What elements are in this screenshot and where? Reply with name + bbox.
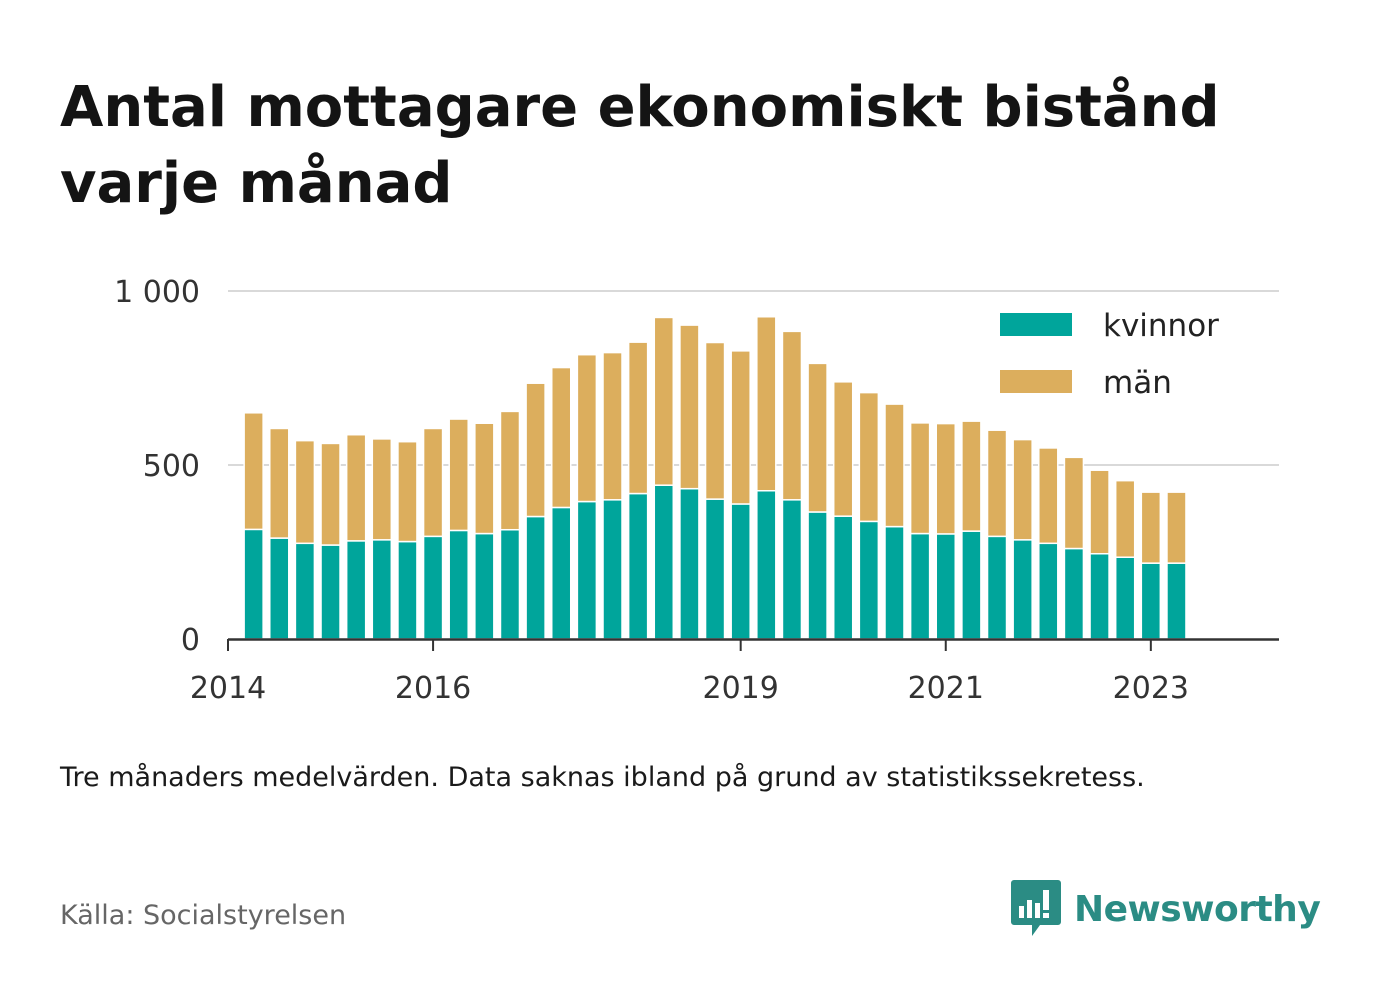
bar-man: [909, 422, 931, 535]
bar-man: [269, 427, 290, 539]
source-credit: Källa: Socialstyrelsen: [60, 900, 347, 931]
bar-kvinnor: [756, 490, 777, 640]
bar-kvinnor: [371, 539, 393, 640]
bar-man: [679, 324, 700, 490]
x-axis-ticks: 2014 2016 2019 2021 2023: [190, 639, 1189, 706]
bar-man: [525, 382, 546, 518]
bar-man: [243, 412, 264, 531]
bar-man: [422, 427, 444, 538]
y-tick-label: 0: [181, 623, 200, 658]
bar-man: [371, 438, 393, 541]
bar-man: [1166, 491, 1187, 564]
bar-kvinnor: [730, 503, 751, 640]
legend-background: [986, 292, 1264, 414]
bar-man: [653, 316, 675, 486]
bar-man: [448, 418, 469, 532]
bar-man: [627, 341, 649, 495]
legend-swatch-man: [1000, 370, 1072, 393]
bar-kvinnor: [704, 498, 726, 640]
bar-kvinnor: [986, 535, 1008, 640]
bar-kvinnor: [909, 532, 931, 640]
bar-man: [730, 350, 751, 505]
bar-man: [576, 353, 598, 503]
legend-label-man: män: [1103, 365, 1172, 401]
bar-man: [1114, 479, 1136, 558]
bar-man: [602, 351, 623, 501]
bar-kvinnor: [1089, 552, 1110, 640]
x-tick-label: 2023: [1113, 671, 1189, 706]
x-tick-label: 2016: [395, 671, 471, 706]
bar-man: [320, 442, 341, 546]
bar-kvinnor: [320, 544, 341, 640]
bar-man: [550, 366, 572, 509]
bar-kvinnor: [781, 499, 803, 640]
bar-kvinnor: [627, 492, 649, 640]
bars: [243, 316, 1187, 640]
bar-man: [1089, 469, 1110, 555]
bar-kvinnor: [1038, 542, 1059, 640]
bar-man: [961, 420, 982, 532]
bar-man: [704, 341, 726, 500]
brand-logo: Newsworthy: [1010, 878, 1321, 940]
bar-kvinnor: [525, 515, 546, 640]
bar-kvinnor: [884, 525, 905, 640]
bar-man: [1012, 438, 1033, 541]
bar-man: [1063, 456, 1085, 550]
bar-kvinnor: [294, 542, 316, 640]
bar-kvinnor: [653, 484, 675, 640]
bar-man: [807, 362, 828, 513]
bar-man: [858, 391, 880, 523]
bar-kvinnor: [602, 499, 623, 640]
bar-man: [345, 433, 367, 542]
bar-kvinnor: [422, 535, 444, 640]
bar-man: [935, 422, 957, 535]
chart-note: Tre månaders medelvärden. Data saknas ib…: [60, 762, 1145, 793]
bar-man: [1038, 447, 1059, 545]
bar-kvinnor: [935, 533, 957, 640]
x-tick-label: 2021: [908, 671, 984, 706]
bar-kvinnor: [832, 515, 854, 640]
chart-title: Antal mottagare ekonomiskt bistånd varje…: [60, 75, 1220, 216]
bar-kvinnor: [499, 528, 521, 640]
brand-name: Newsworthy: [1074, 888, 1321, 930]
bar-man: [474, 422, 495, 535]
bar-kvinnor: [269, 537, 290, 640]
bar-man: [499, 410, 521, 531]
y-tick-label: 1 000: [114, 275, 200, 310]
bar-kvinnor: [807, 511, 828, 640]
bar-man: [781, 330, 803, 501]
bar-kvinnor: [550, 506, 572, 640]
legend: kvinnor män: [986, 292, 1264, 414]
bar-man: [986, 429, 1008, 538]
y-axis-ticks: 0 500 1 000: [114, 275, 200, 658]
bar-man: [884, 403, 905, 528]
bar-kvinnor: [345, 540, 367, 640]
bar-kvinnor: [1140, 562, 1162, 640]
bar-man: [1140, 491, 1162, 564]
bar-kvinnor: [679, 487, 700, 640]
bar-man: [832, 381, 854, 517]
legend-label-kvinnor: kvinnor: [1103, 308, 1219, 344]
bar-kvinnor: [961, 530, 982, 640]
bar-kvinnor: [1063, 547, 1085, 640]
bar-kvinnor: [448, 529, 469, 640]
bar-kvinnor: [243, 528, 264, 640]
bar-kvinnor: [576, 500, 598, 640]
bar-kvinnor: [858, 520, 880, 640]
bar-man: [294, 439, 316, 545]
bar-man: [756, 316, 777, 492]
bar-kvinnor: [1166, 562, 1187, 640]
x-tick-label: 2014: [190, 671, 266, 706]
x-tick-label: 2019: [703, 671, 779, 706]
y-tick-label: 500: [143, 449, 200, 484]
bar-man: [397, 440, 418, 543]
legend-swatch-kvinnor: [1000, 313, 1072, 336]
bar-kvinnor: [474, 532, 495, 640]
bar-kvinnor: [1114, 556, 1136, 640]
bar-kvinnor: [397, 540, 418, 640]
bar-kvinnor: [1012, 539, 1033, 640]
newsworthy-logo-icon: [1011, 880, 1061, 936]
